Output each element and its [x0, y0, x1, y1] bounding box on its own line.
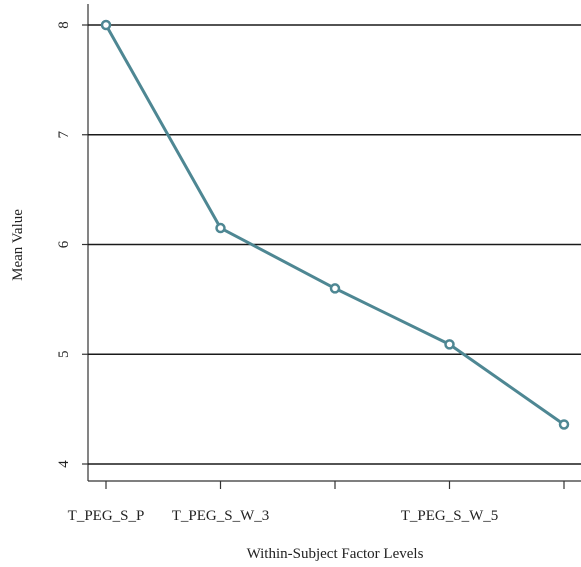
data-point: [329, 283, 341, 294]
y-axis-title: Mean Value: [10, 209, 26, 281]
y-tick-label: 7: [56, 131, 72, 139]
y-tick-label: 8: [56, 21, 72, 29]
x-axis-ticks: T_PEG_S_P T_PEG_S_W_3 T_PEG_S_W_5: [68, 481, 565, 524]
x-tick-label: T_PEG_S_P: [68, 508, 145, 524]
x-tick-label: T_PEG_S_W_3: [172, 508, 270, 524]
data-point: [215, 222, 226, 234]
y-tick-label: 5: [56, 351, 72, 359]
grid-lines: [88, 24, 581, 465]
y-tick-label: 6: [56, 240, 72, 248]
data-series: [100, 19, 570, 430]
x-axis-title: Within-Subject Factor Levels: [247, 546, 424, 562]
data-point: [444, 339, 455, 350]
series-line: [104, 24, 565, 426]
y-tick-label: 4: [56, 460, 72, 468]
y-axis-ticks: 4 5 6 7 8: [56, 21, 88, 468]
plot-frame: [87, 4, 581, 482]
data-point: [558, 419, 570, 430]
x-tick-label: T_PEG_S_W_5: [401, 508, 499, 524]
data-point: [100, 19, 112, 31]
